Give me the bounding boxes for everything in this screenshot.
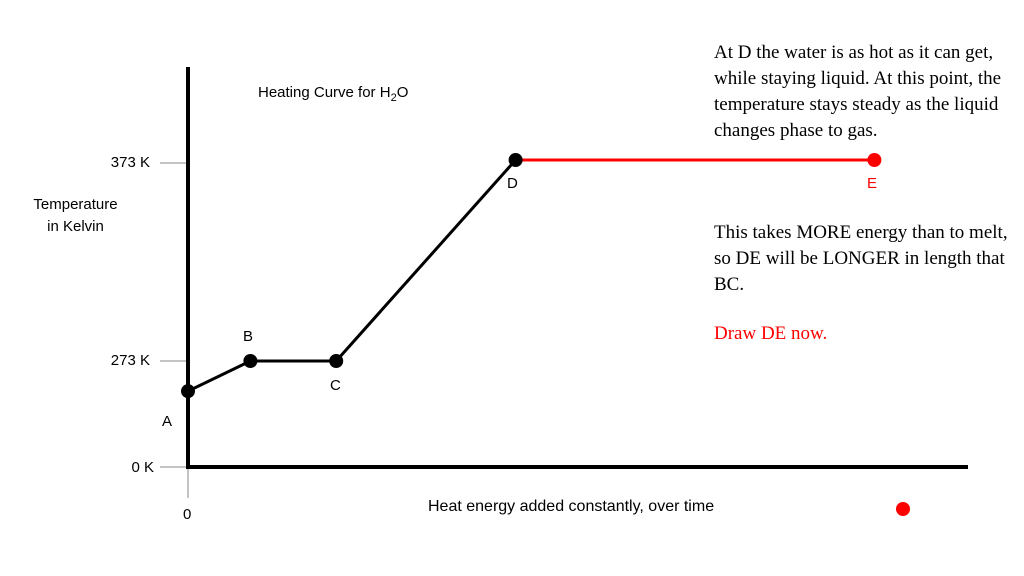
y-axis-label: Temperature in Kelvin (33, 196, 118, 235)
point-e (867, 153, 882, 167)
red-marker-dot[interactable] (896, 502, 910, 516)
point-c (329, 354, 344, 368)
point-label-e: E (867, 175, 878, 192)
y-tick-label-373: 373 K (110, 154, 150, 171)
x-axis-label: Heat energy added constantly, over time (428, 498, 715, 515)
segment-cd (335, 159, 517, 362)
point-b (243, 354, 258, 368)
point-label-a: A (162, 413, 173, 430)
point-label-c: C (330, 377, 341, 394)
note-draw-de: Draw DE now. (714, 323, 828, 344)
chart-title: Heating Curve for H2O (258, 84, 409, 104)
y-tick-label-273: 273 K (110, 352, 150, 369)
x-tick-label-0: 0 (183, 506, 192, 523)
point-d (508, 153, 523, 167)
segment-ab (187, 359, 252, 393)
note-de-length: This takes MORE energy than to melt, so … (714, 222, 1008, 295)
note-point-d: At D the water is as hot as it can get, … (714, 42, 1002, 141)
y-tick-label-0: 0 K (131, 459, 154, 476)
point-a (181, 384, 195, 399)
point-label-b: B (243, 328, 254, 345)
point-label-d: D (507, 175, 518, 192)
